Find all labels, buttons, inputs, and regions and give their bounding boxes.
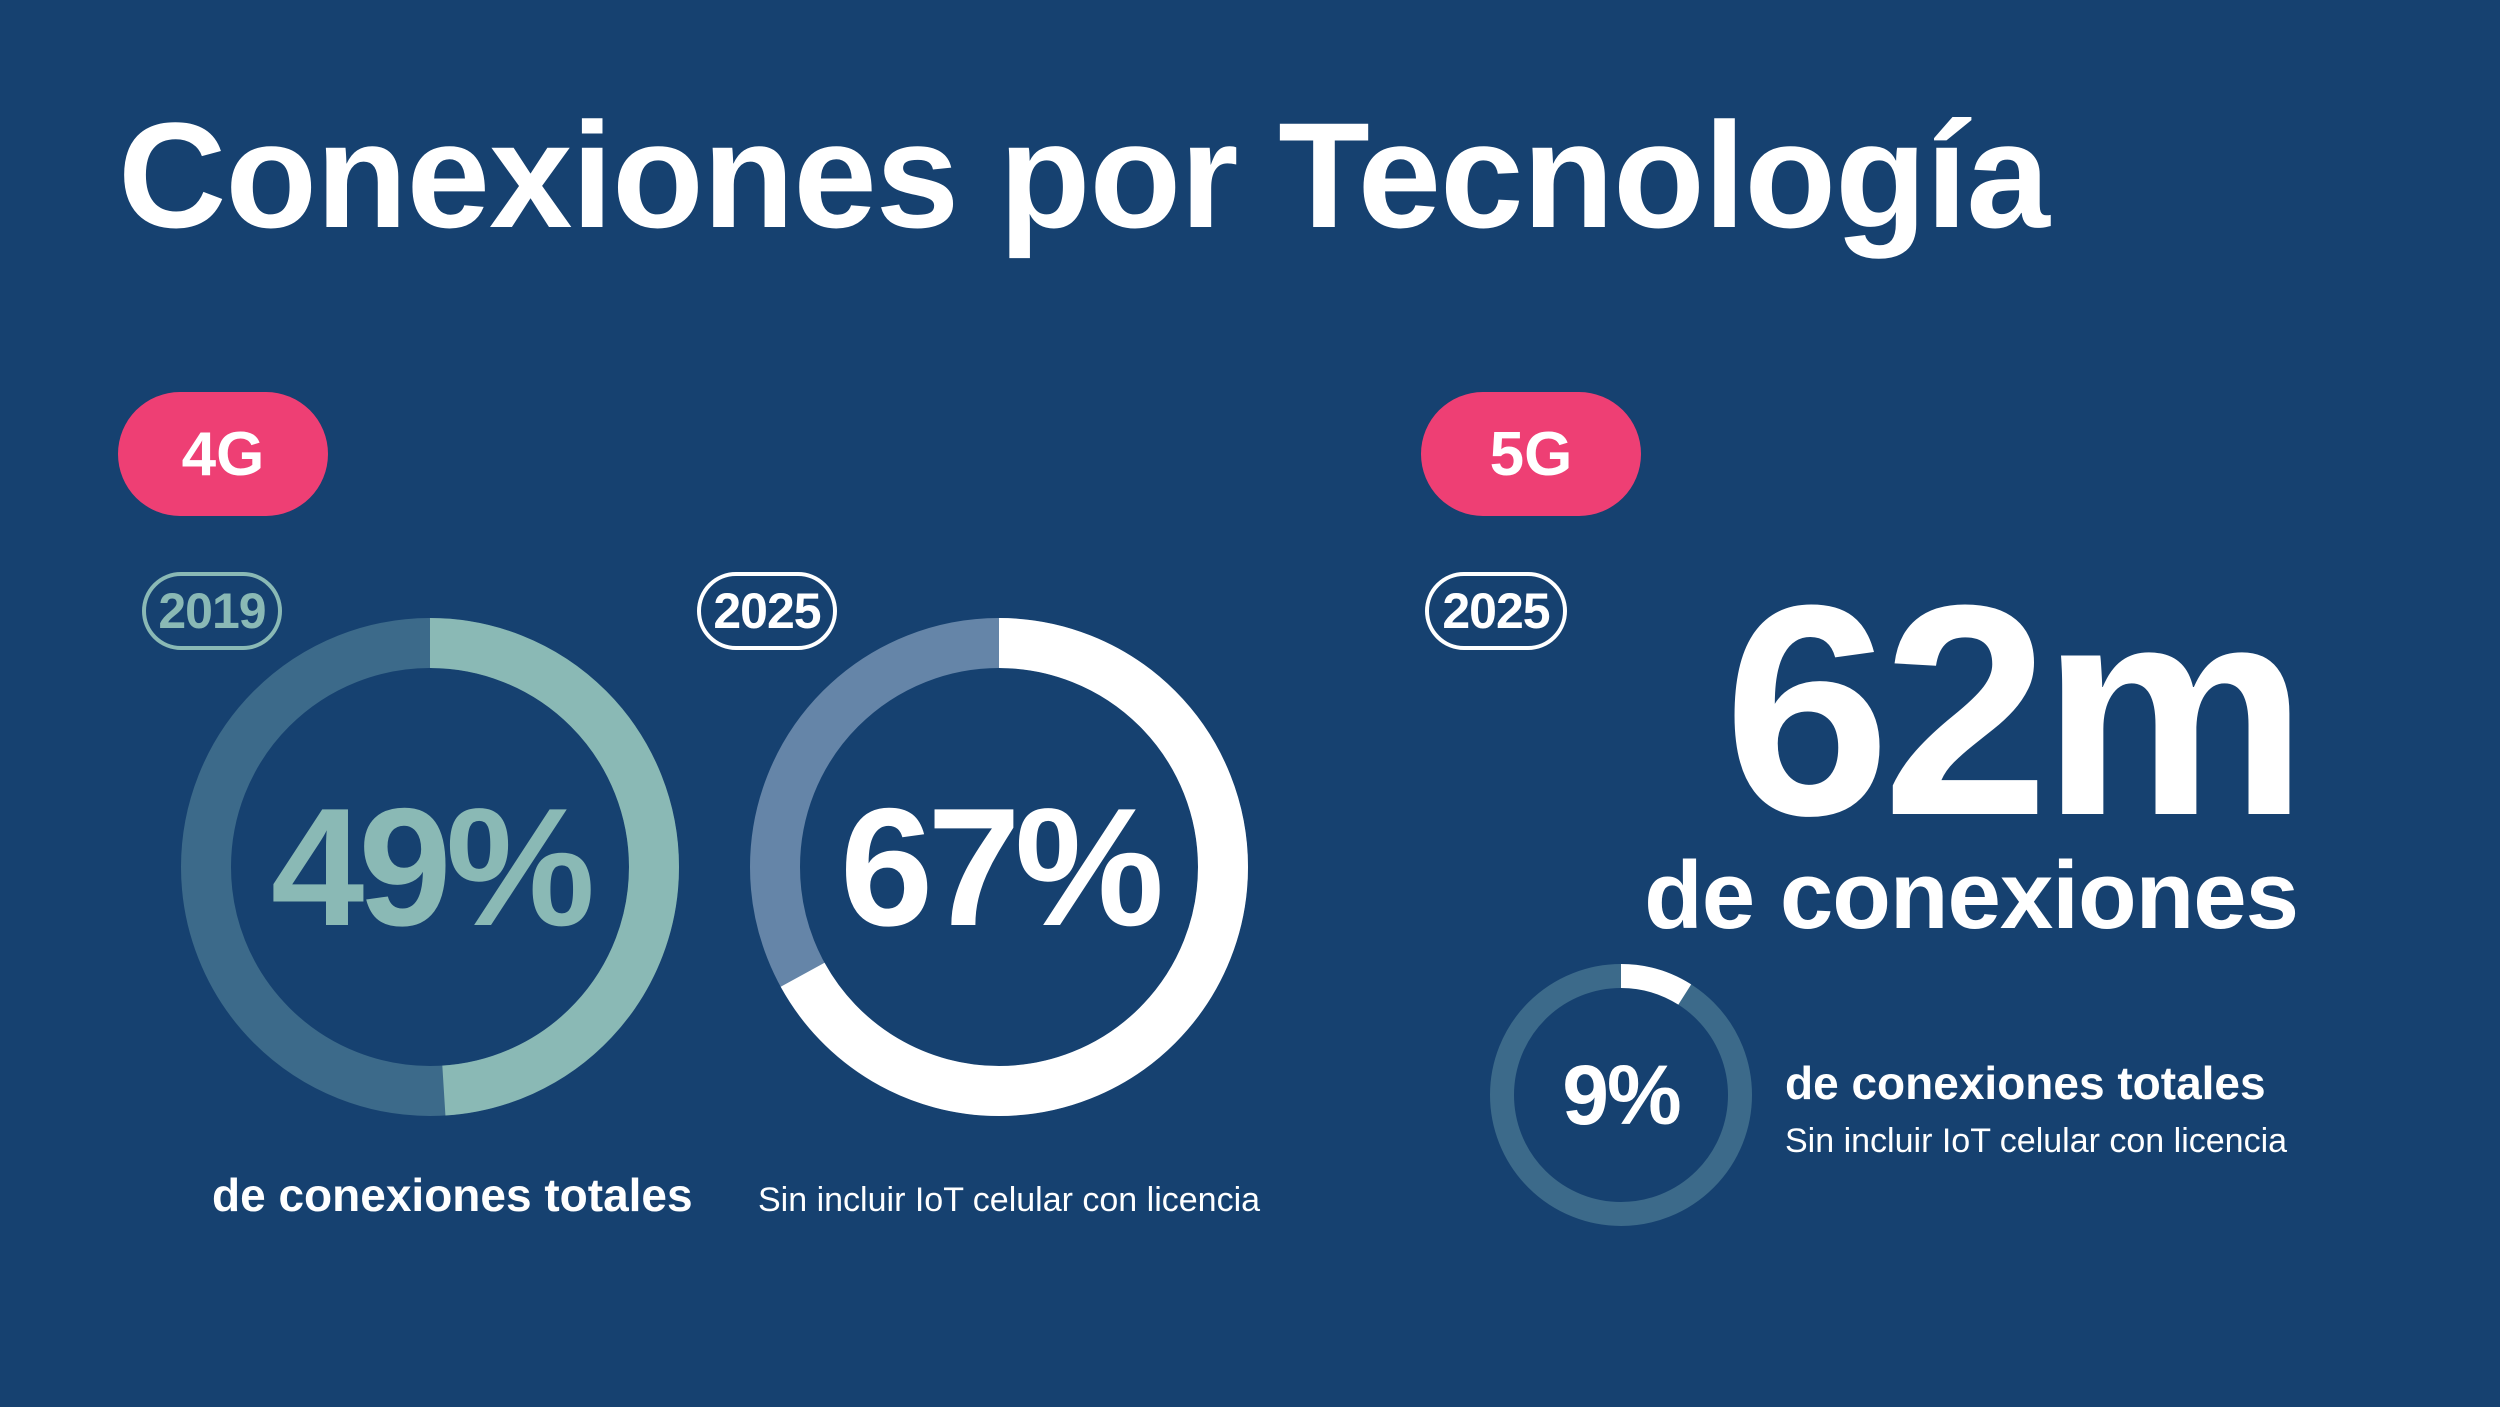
- donut-4g-2019: 49%: [181, 618, 679, 1116]
- caption-5g-bold: de conexiones totales: [1785, 1057, 2266, 1109]
- donut-5g-2025: 9%: [1490, 964, 1752, 1226]
- caption-4g-bold: de conexiones totales: [212, 1169, 693, 1221]
- donut-value-label: 49%: [271, 773, 591, 961]
- big-value-62m: 62m: [1723, 542, 2308, 878]
- donut-value-arc: [750, 618, 1248, 1116]
- tech-badge-4g: 4G: [118, 392, 328, 516]
- year-badge-2025-4g: 2025: [697, 572, 837, 650]
- caption-5g-light: Sin incluir IoT celular con licencia: [1785, 1122, 2288, 1160]
- donut-4g-2025: 67%: [750, 618, 1248, 1116]
- year-badge-2019: 2019: [142, 572, 282, 650]
- donut-value-label: 9%: [1562, 1048, 1680, 1142]
- caption-4g-light: Sin incluir IoT celular con licencia: [758, 1181, 1261, 1219]
- donut-value-arc: [1490, 964, 1752, 1226]
- donut-value-label: 67%: [840, 773, 1160, 961]
- donut-value-arc: [181, 618, 679, 1116]
- tech-badge-5g: 5G: [1421, 392, 1641, 516]
- big-value-caption: de conexiones: [1644, 842, 2299, 949]
- page-title: Conexiones por Tecnología: [118, 91, 2050, 259]
- year-badge-2025-5g: 2025: [1425, 572, 1567, 650]
